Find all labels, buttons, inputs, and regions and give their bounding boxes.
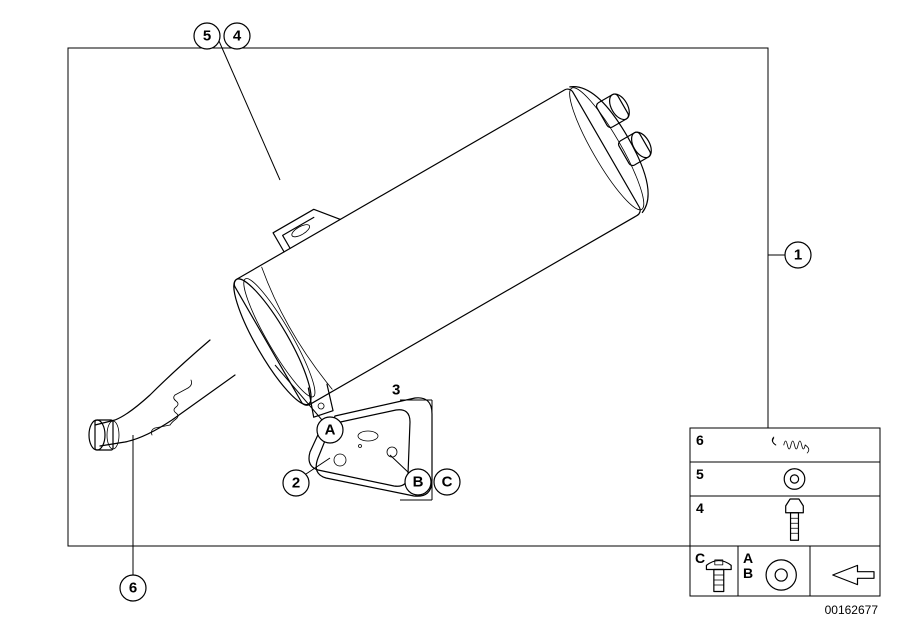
svg-text:C: C xyxy=(695,550,705,566)
document-number: 00162677 xyxy=(825,603,879,617)
svg-text:A: A xyxy=(325,422,336,439)
svg-text:C: C xyxy=(442,474,453,491)
hardware-legend: 6 5 4 C AB xyxy=(690,428,880,596)
mount-bracket-top xyxy=(273,200,340,252)
svg-text:2: 2 xyxy=(292,475,300,492)
svg-text:B: B xyxy=(413,474,424,491)
parts-diagram: 541A2BC6 3 654CAB 00162677 xyxy=(0,0,900,636)
svg-text:1: 1 xyxy=(794,247,802,264)
inlet-pipe xyxy=(89,340,235,450)
svg-text:5: 5 xyxy=(203,28,211,45)
label-3: 3 xyxy=(392,382,400,399)
svg-text:A: A xyxy=(743,550,753,566)
svg-text:4: 4 xyxy=(233,28,242,45)
spring-tab xyxy=(300,379,340,421)
svg-text:5: 5 xyxy=(696,466,704,482)
svg-text:B: B xyxy=(743,565,753,581)
muffler-assembly xyxy=(89,47,686,450)
svg-text:6: 6 xyxy=(696,432,704,448)
svg-text:6: 6 xyxy=(129,580,137,597)
svg-text:4: 4 xyxy=(696,500,704,516)
callout-leaders xyxy=(133,41,785,575)
